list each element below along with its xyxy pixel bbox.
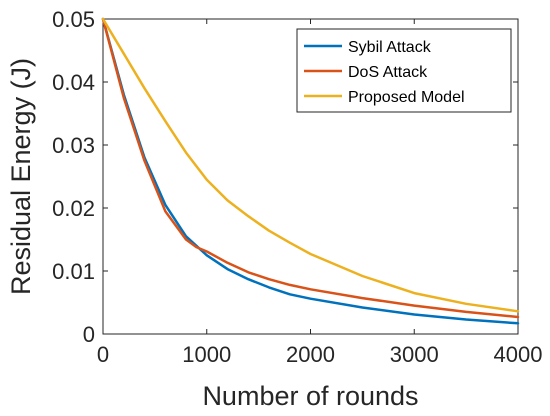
- x-tick-label: 1000: [182, 342, 231, 367]
- series-line-2: [101, 17, 520, 319]
- legend-label-3: Proposed Model: [348, 89, 465, 106]
- x-tick-label: 2000: [286, 342, 335, 367]
- legend-label-1: Sybil Attack: [348, 39, 432, 56]
- x-tick-label: 3000: [390, 342, 439, 367]
- y-tick-label: 0.04: [52, 70, 95, 95]
- series-line-3: [101, 17, 520, 313]
- series-layer: [101, 17, 520, 325]
- y-tick-label: 0.01: [52, 259, 95, 284]
- y-tick-label: 0.05: [52, 7, 95, 32]
- x-axis-title: Number of rounds: [202, 381, 418, 411]
- y-axis-title: Residual Energy (J): [6, 58, 36, 295]
- legend: Sybil Attack DoS Attack Proposed Model: [296, 28, 512, 113]
- series-line-1: [101, 17, 520, 325]
- x-tick-label: 4000: [494, 342, 543, 367]
- legend-label-2: DoS Attack: [348, 64, 428, 81]
- y-tick-label: 0.03: [52, 133, 95, 158]
- x-tick-label: 0: [97, 342, 109, 367]
- y-tick-label: 0: [83, 322, 95, 347]
- y-tick-label: 0.02: [52, 196, 95, 221]
